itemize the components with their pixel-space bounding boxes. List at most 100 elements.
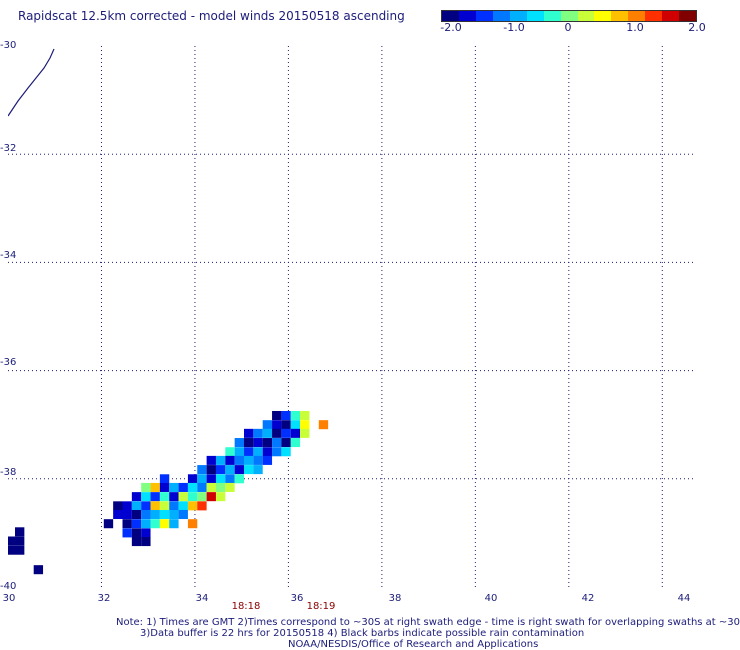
scale-label: 1.0 [626,21,644,34]
scale-swatch [543,11,561,21]
scale-swatch [442,11,459,21]
wind-cell [141,509,151,520]
scale-swatch [628,11,646,21]
wind-cell [262,428,273,438]
wind-cell [169,482,179,492]
lat-label: -38 [0,467,17,478]
wind-cell [234,447,245,457]
wind-cell [244,438,254,448]
wind-cell [262,455,273,465]
scale-label: 2.0 [688,21,706,34]
wind-cell [234,474,245,484]
coastline [8,48,55,117]
wind-cell [215,455,226,465]
wind-cell [281,428,291,438]
wind-cell [150,519,160,529]
lon-label: 44 [677,593,691,604]
wind-cell [225,447,235,457]
lat-label: -34 [0,250,17,261]
wind-cell [113,501,123,511]
wind-cell [122,528,132,538]
wind-cell [178,509,188,520]
wind-cell [159,482,170,492]
wind-cell [178,482,188,492]
wind-cell [281,410,291,421]
scale-swatch [560,11,578,21]
wind-cell [215,482,226,492]
wind-cell [290,410,301,421]
lon-label: 40 [484,593,498,604]
wind-map [8,46,695,587]
lon-label: 30 [2,593,16,604]
wind-cell [300,420,310,430]
lon-label: 34 [195,593,209,604]
note-line: 3)Data buffer is 22 hrs for 20150518 4) … [140,628,585,639]
wind-cell [253,438,263,448]
wind-cell [178,492,188,502]
scale-swatch [526,11,544,21]
note-line: NOAA/NESDIS/Office of Research and Appli… [288,639,539,650]
wind-cell [178,501,188,511]
note-line: Note: 1) Times are GMT 2)Times correspon… [116,617,740,628]
lon-label: 42 [581,593,595,604]
wind-cell [234,438,245,448]
wind-cell [159,492,170,502]
scale-swatch [662,11,680,21]
wind-cell [262,420,273,430]
wind-cell [281,447,291,457]
wind-cell [187,492,198,502]
wind-cell [169,509,179,520]
scale-swatch [611,11,629,21]
wind-cell [159,519,170,529]
wind-cell [169,492,179,502]
wind-cell [290,428,301,438]
wind-cell [225,465,235,475]
wind-cell [225,482,235,492]
wind-cell [150,492,160,502]
wind-cell [159,474,170,484]
wind-cell [33,565,44,575]
wind-cell [206,474,216,484]
wind-cell [272,428,282,438]
lat-label: -32 [0,143,17,154]
wind-cell [290,420,301,430]
wind-cell [150,501,160,511]
time-label: 18:18 [231,601,261,612]
wind-cell [15,545,25,555]
wind-cell [131,528,142,538]
wind-cell [141,501,151,511]
wind-cell [159,501,170,511]
wind-cell [141,528,151,538]
lon-label: 36 [290,593,304,604]
wind-cell [281,438,291,448]
lon-label: 38 [388,593,402,604]
wind-cell [253,447,263,457]
wind-cell [8,536,16,546]
wind-cell [187,519,198,529]
wind-cell [131,492,142,502]
wind-cell [244,455,254,465]
wind-cell [169,519,179,529]
scale-swatch [509,11,527,21]
scale-label: 0 [564,21,572,34]
wind-cell [262,447,273,457]
scale-swatch [458,11,476,21]
scale-label: -2.0 [440,21,462,34]
wind-cell [150,509,160,520]
time-label: 18:19 [306,601,336,612]
wind-cell [215,474,226,484]
wind-cell [113,509,123,520]
wind-cell [122,519,132,529]
wind-cell [131,501,142,511]
wind-cell [253,428,263,438]
wind-cell [215,465,226,475]
wind-cell [272,410,282,421]
scale-swatch [645,11,663,21]
wind-cell [244,465,254,475]
scale-swatch [594,11,612,21]
wind-cell [197,465,207,475]
wind-cell [131,519,142,529]
wind-cell [122,501,132,511]
wind-cell [206,465,216,475]
wind-cell [141,492,151,502]
